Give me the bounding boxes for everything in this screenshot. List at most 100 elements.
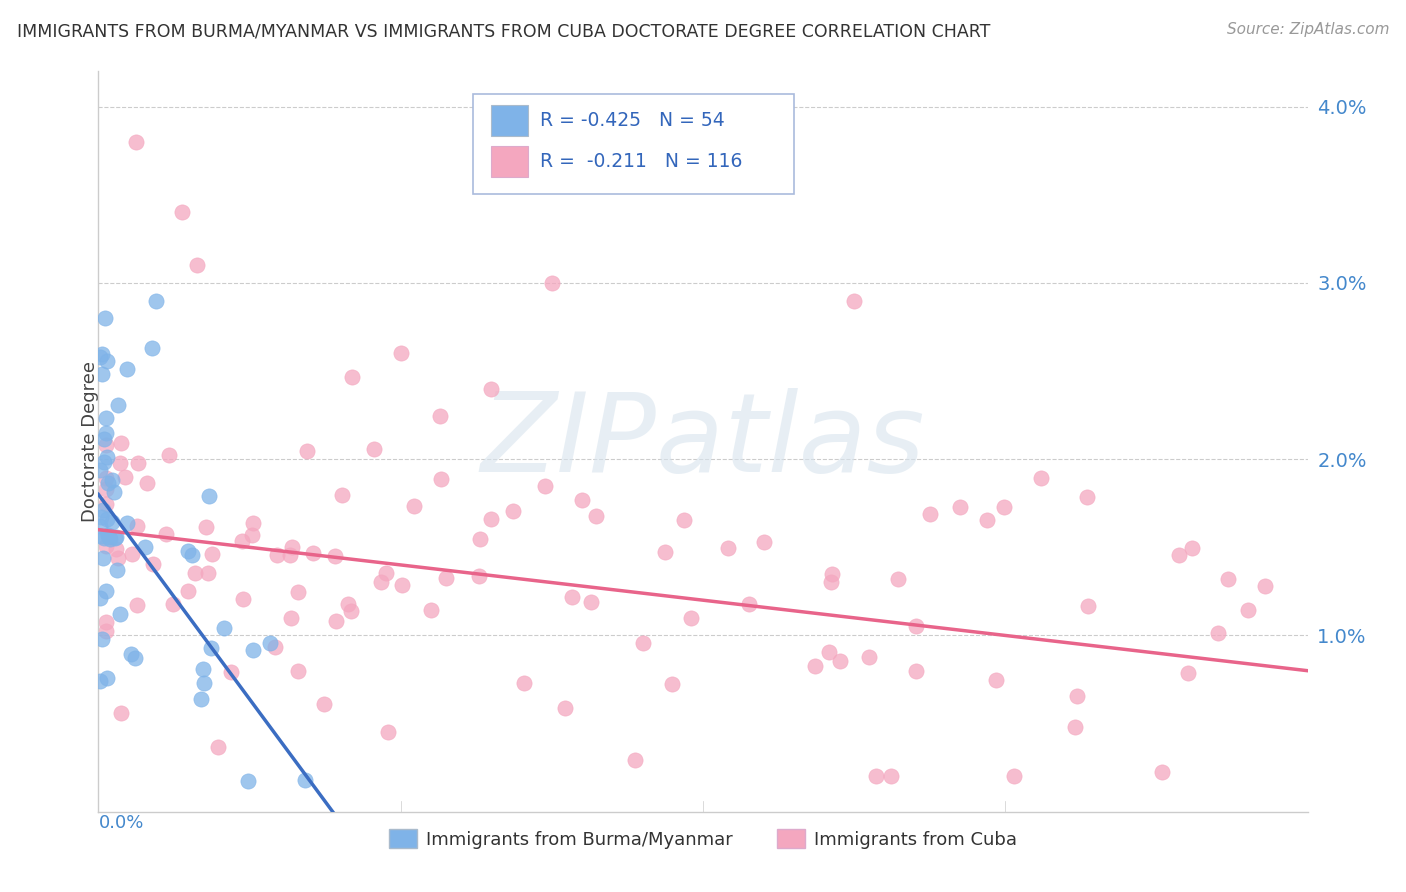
Point [91, 367, 114, 381]
Point [94, 539, 117, 553]
Point [91, 632, 114, 646]
Point [197, 566, 219, 580]
Point [280, 611, 302, 625]
Point [186, 258, 208, 272]
Point [121, 547, 143, 561]
Point [177, 544, 200, 558]
Point [887, 572, 910, 586]
Point [242, 516, 264, 530]
Point [754, 535, 776, 549]
Point [141, 341, 163, 355]
Point [820, 574, 842, 589]
Point [201, 547, 224, 561]
Point [717, 541, 740, 555]
Point [654, 545, 676, 559]
Point [236, 773, 259, 788]
Point [94, 426, 117, 441]
Point [323, 549, 346, 564]
Point [554, 700, 576, 714]
Point [212, 622, 235, 636]
Point [219, 665, 242, 680]
Point [858, 649, 880, 664]
Point [107, 399, 129, 413]
Point [844, 293, 866, 308]
Point [389, 346, 412, 360]
Point [340, 370, 363, 384]
Point [818, 645, 841, 659]
Point [104, 541, 127, 556]
Point [339, 604, 361, 618]
FancyBboxPatch shape [474, 94, 793, 194]
Point [479, 512, 502, 526]
Point [259, 636, 281, 650]
Point [90, 346, 112, 360]
Point [264, 640, 287, 655]
Point [94, 482, 117, 496]
Point [370, 575, 392, 590]
Point [419, 603, 441, 617]
Point [125, 135, 148, 149]
Point [89, 351, 111, 365]
Point [661, 677, 683, 691]
Point [125, 518, 148, 533]
Point [136, 476, 159, 491]
Point [266, 548, 288, 562]
Point [120, 647, 142, 661]
Point [502, 504, 524, 518]
Point [94, 583, 117, 598]
Point [1237, 603, 1260, 617]
Point [170, 205, 193, 219]
Point [117, 516, 139, 531]
Point [468, 568, 491, 582]
Text: R = -0.425   N = 54: R = -0.425 N = 54 [540, 111, 724, 129]
Point [391, 578, 413, 592]
Point [97, 530, 120, 544]
Point [145, 293, 167, 308]
Point [468, 532, 491, 546]
Point [195, 519, 218, 533]
Point [157, 448, 180, 462]
Point [828, 653, 851, 667]
Point [571, 493, 593, 508]
Point [820, 566, 842, 581]
Point [375, 566, 398, 580]
Text: ZIPatlas: ZIPatlas [481, 388, 925, 495]
Point [127, 599, 149, 613]
Point [1167, 548, 1189, 562]
Text: R =  -0.211   N = 116: R = -0.211 N = 116 [540, 153, 742, 171]
Point [287, 665, 309, 679]
Text: 0.0%: 0.0% [98, 814, 143, 832]
Point [94, 438, 117, 452]
Point [434, 571, 457, 585]
Point [103, 485, 125, 500]
Point [336, 598, 359, 612]
Point [631, 636, 654, 650]
Point [976, 513, 998, 527]
Point [110, 706, 132, 721]
Point [1181, 541, 1204, 555]
FancyBboxPatch shape [492, 146, 527, 178]
Y-axis label: Doctorate Degree: Doctorate Degree [82, 361, 98, 522]
Point [105, 563, 128, 577]
Point [904, 619, 927, 633]
Point [1216, 572, 1239, 586]
Point [330, 488, 353, 502]
Point [673, 513, 696, 527]
Point [984, 673, 1007, 687]
Point [191, 662, 214, 676]
Point [325, 614, 347, 628]
Point [1206, 626, 1229, 640]
Point [89, 519, 111, 533]
Point [142, 557, 165, 571]
Point [1029, 470, 1052, 484]
Point [880, 769, 903, 783]
Point [200, 640, 222, 655]
Point [1076, 490, 1098, 504]
Point [124, 651, 146, 665]
Point [89, 674, 111, 689]
Point [295, 443, 318, 458]
Point [107, 551, 129, 566]
Point [96, 353, 118, 368]
Text: Source: ZipAtlas.com: Source: ZipAtlas.com [1226, 22, 1389, 37]
Point [90, 509, 112, 524]
